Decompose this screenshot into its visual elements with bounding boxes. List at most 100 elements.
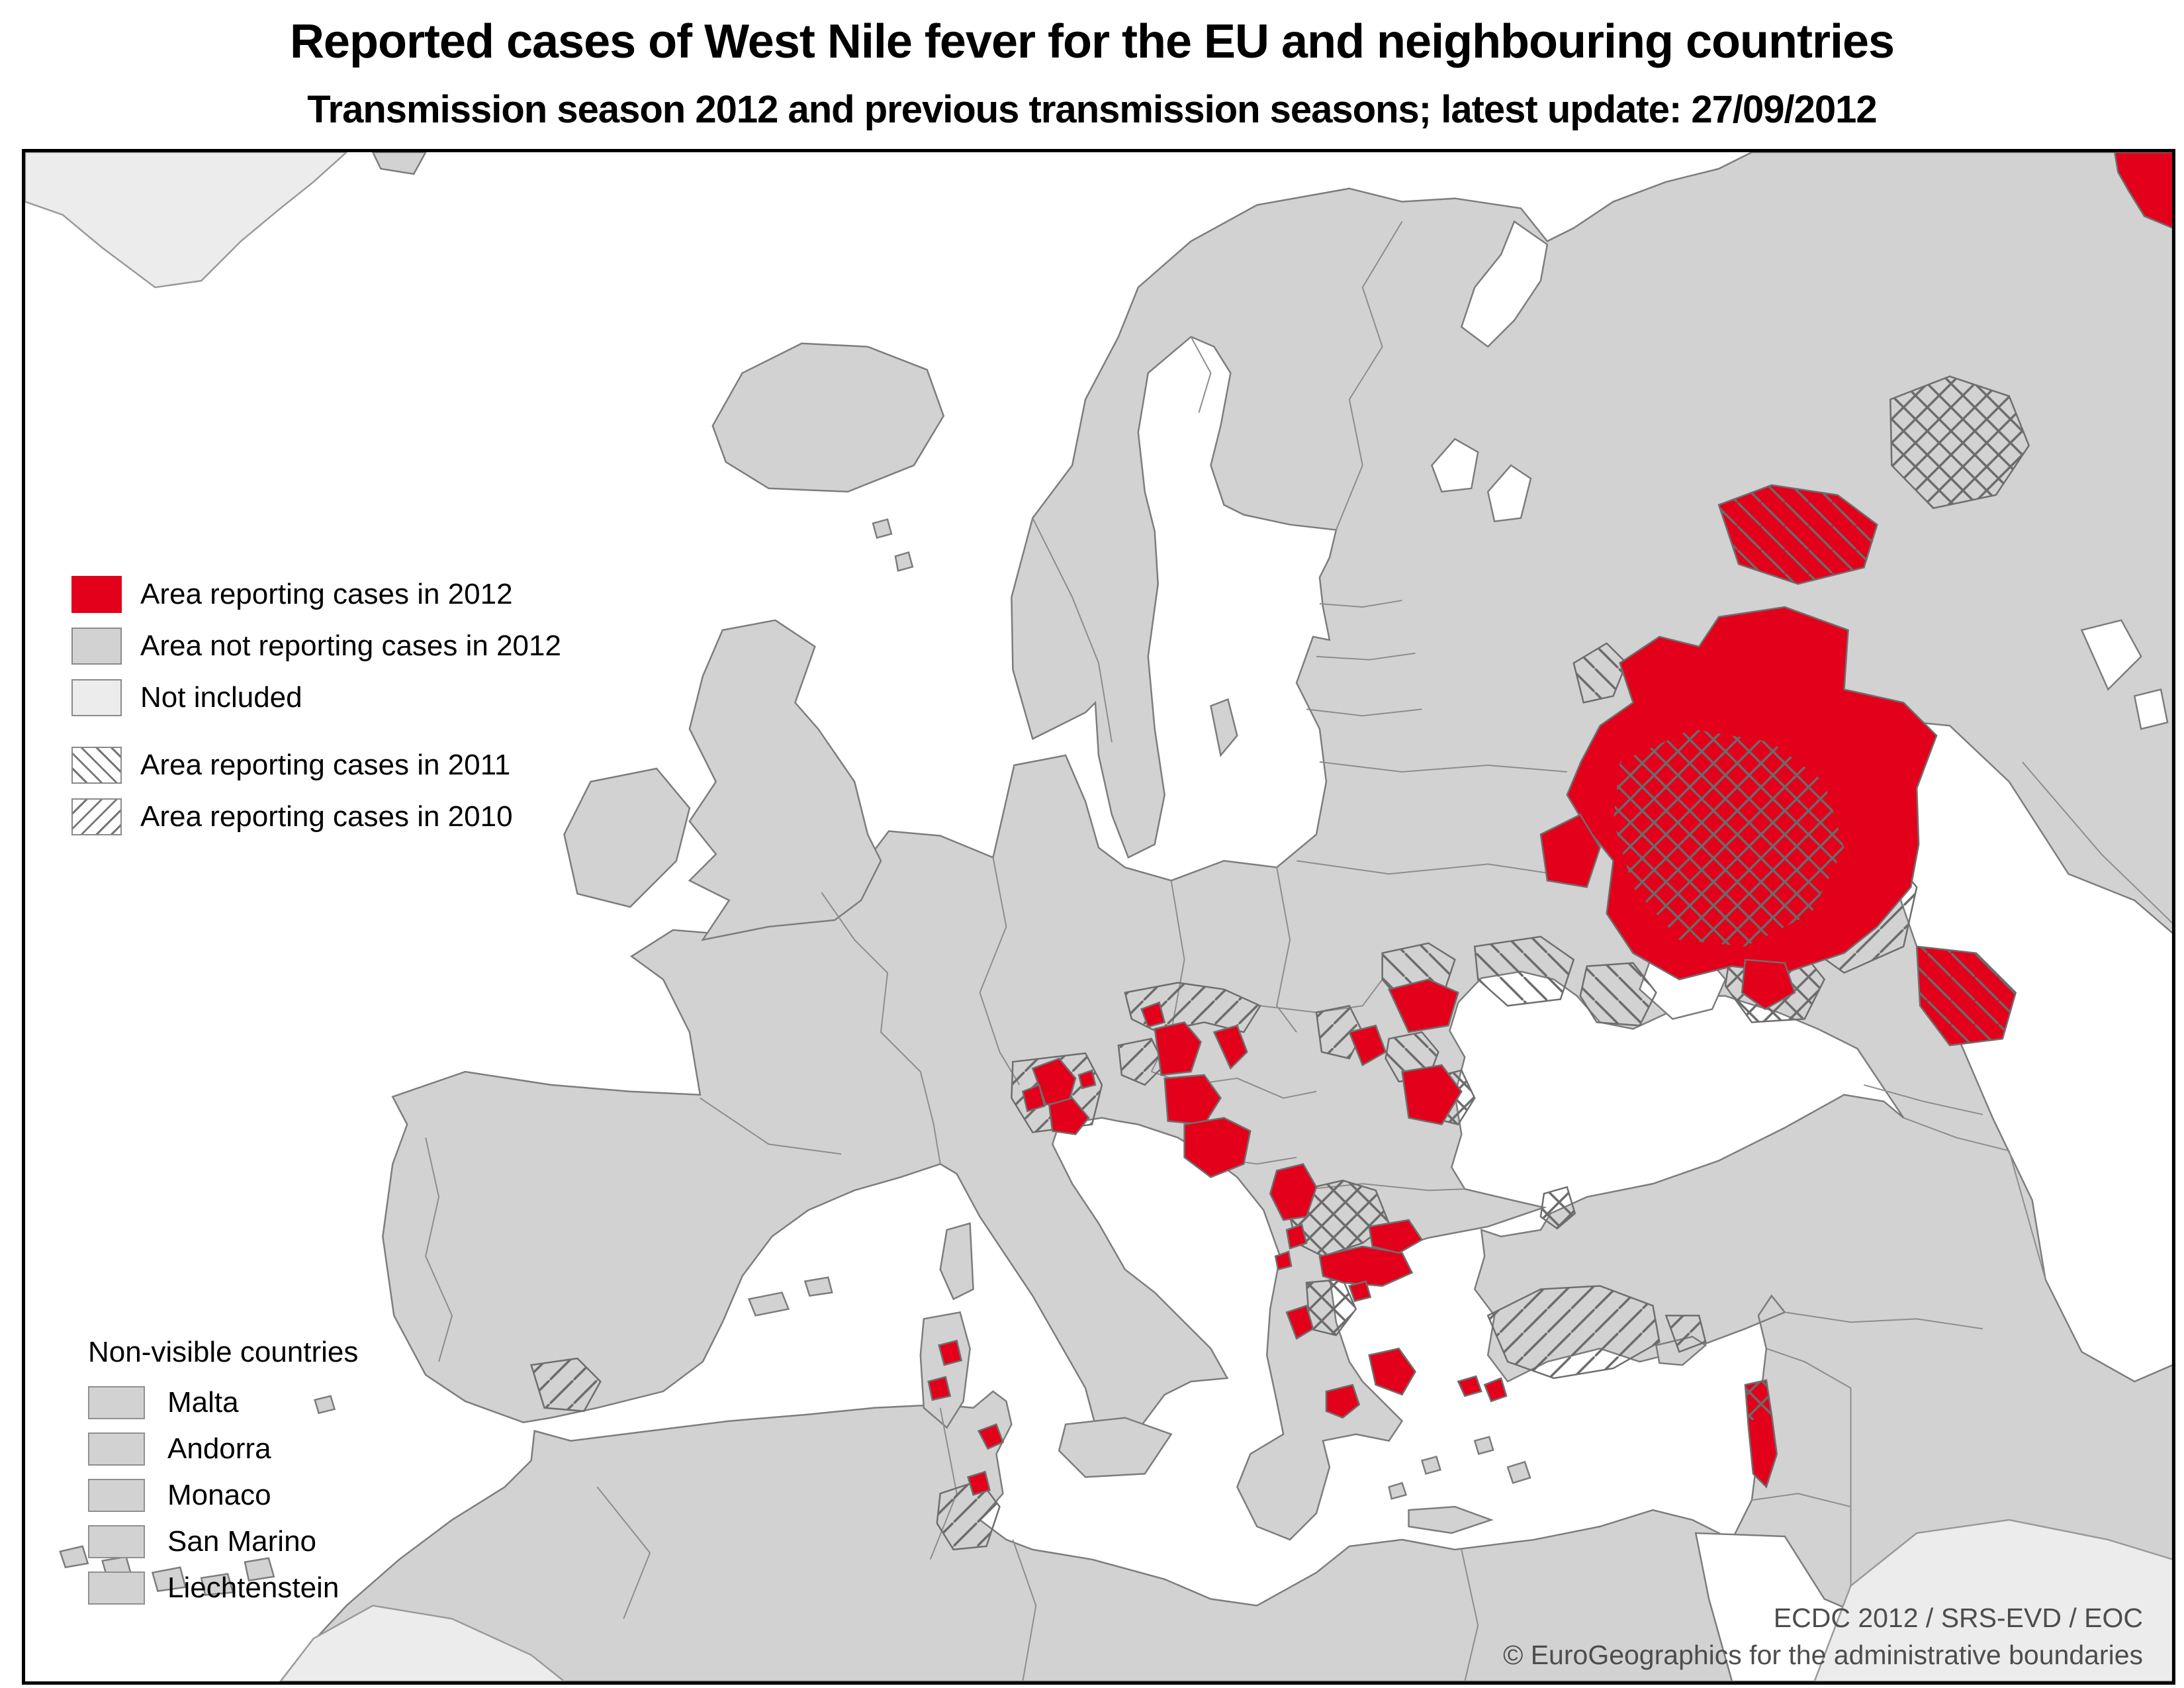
- non-visible-countries: Non-visible countries Malta Andorra Mona…: [88, 1336, 358, 1618]
- map-frame: Area reporting cases in 2012 Area not re…: [22, 149, 2175, 1685]
- legend-label-2010: Area reporting cases in 2010: [140, 800, 513, 833]
- area-2012-izmir: [1483, 1377, 1508, 1403]
- area-2012-hungary-4: [1140, 1001, 1166, 1028]
- area-2012-albania-dot: [1274, 1250, 1293, 1271]
- sicily: [1058, 1417, 1173, 1478]
- area-2010-2011-russia-ne: [1889, 375, 2030, 510]
- canary-3: [151, 1566, 187, 1592]
- balearic-1: [747, 1291, 790, 1317]
- non-visible-label-liechtenstein: Liechtenstein: [167, 1571, 340, 1604]
- arctic-island: [371, 152, 427, 175]
- area-2012-romania-s: [1401, 1064, 1463, 1126]
- western-sahara: [279, 1605, 566, 1681]
- non-visible-label-san-marino: San Marino: [167, 1525, 317, 1558]
- rhodes: [1506, 1460, 1531, 1484]
- area-2012-serbia: [1183, 1117, 1251, 1178]
- area-2010-2011-istanbul: [1539, 1186, 1576, 1230]
- europe-map: [25, 152, 2172, 1681]
- legend-row-2010: Area reporting cases in 2010: [71, 798, 561, 835]
- area-2012-sardinia-2: [927, 1376, 952, 1401]
- area-2012-thrace: [1368, 1219, 1424, 1254]
- legend-row-2011: Area reporting cases in 2011: [71, 747, 561, 784]
- area-2010-hungary-west: [1117, 1037, 1166, 1086]
- area-2010-spain-south: [530, 1357, 602, 1413]
- non-visible-swatch-malta: [88, 1386, 145, 1419]
- legend-label-not-included: Not included: [140, 681, 302, 714]
- aegean-island-2: [1388, 1481, 1408, 1500]
- page-subtitle: Transmission season 2012 and previous tr…: [307, 88, 1877, 131]
- non-visible-swatch-liechtenstein: [88, 1571, 145, 1605]
- legend-row-not-included: Not included: [71, 679, 561, 716]
- non-visible-row-monaco: Monaco: [88, 1479, 358, 1512]
- area-2012-veneto-2: [1048, 1097, 1090, 1135]
- area-2012-kuban-core: [1741, 959, 1796, 1010]
- attribution-copyright: © EuroGeographics for the administrative…: [1503, 1640, 2143, 1670]
- arabia: [1813, 1519, 2172, 1681]
- ireland: [563, 767, 691, 908]
- area-2011-dnipro: [1579, 962, 1657, 1027]
- area-2011-west-russia: [1572, 642, 1628, 704]
- legend-row-2012: Area reporting cases in 2012: [71, 576, 561, 613]
- non-visible-label-malta: Malta: [167, 1386, 239, 1419]
- legend-label-2012: Area reporting cases in 2012: [140, 578, 513, 610]
- legend-label-not-reporting: Area not reporting cases in 2012: [140, 630, 561, 662]
- legend-swatch-2010: [71, 798, 122, 835]
- page-title: Reported cases of West Nile fever for th…: [289, 15, 1895, 68]
- area-2012-veneto-4: [1077, 1069, 1097, 1090]
- non-visible-swatch-san-marino: [88, 1525, 145, 1558]
- area-2012-sardinia-1: [938, 1339, 963, 1366]
- area-2012-greece-north: [1318, 1245, 1414, 1287]
- shetland: [894, 551, 914, 572]
- area-2012-thessaly: [1325, 1383, 1361, 1419]
- area-2012-russia-crosshatch: [1613, 729, 1844, 947]
- area-2012-romania-ne: [1387, 978, 1459, 1033]
- area-2012-ne-corner: [2114, 152, 2172, 229]
- area-2012-tunisia-1: [977, 1423, 1005, 1450]
- faroe: [872, 518, 893, 539]
- area-2012-macedonia-dot: [1285, 1223, 1308, 1250]
- non-visible-row-andorra: Andorra: [88, 1432, 358, 1466]
- area-2012-attica: [1368, 1347, 1417, 1396]
- legend-swatch-2011: [71, 747, 122, 784]
- non-visible-label-andorra: Andorra: [167, 1432, 271, 1465]
- attribution-source: ECDC 2012 / SRS-EVD / EOC: [1773, 1603, 2143, 1633]
- legend-swatch-not-included: [71, 679, 122, 716]
- area-2012-hungary-1: [1154, 1021, 1202, 1076]
- madeira: [314, 1395, 336, 1415]
- non-visible-row-san-marino: San Marino: [88, 1525, 358, 1558]
- area-2012-kosovo-macedonia: [1269, 1162, 1318, 1221]
- iceland: [711, 342, 945, 493]
- legend-swatch-2012: [71, 576, 122, 613]
- area-2010-2011-greece-band: [1289, 1179, 1390, 1258]
- legend-row-not-reporting: Area not reporting cases in 2012: [71, 628, 561, 665]
- aegean-island-3: [1473, 1436, 1494, 1456]
- non-visible-swatch-monaco: [88, 1479, 145, 1512]
- area-2012-lesbos: [1457, 1375, 1482, 1397]
- greenland: [25, 152, 348, 289]
- map-legend: Area reporting cases in 2012 Area not re…: [71, 576, 561, 850]
- area-2010-turkey-south: [1664, 1315, 1707, 1353]
- canary-1: [59, 1545, 89, 1569]
- area-2012-veneto-3: [1021, 1084, 1046, 1113]
- legend-label-2011: Area reporting cases in 2011: [140, 749, 511, 781]
- area-2012-hungary-2: [1163, 1074, 1222, 1125]
- lake-onega: [1486, 464, 1532, 522]
- aegean-island-1: [1420, 1455, 1441, 1475]
- mainland: [279, 152, 2172, 1681]
- area-2010-2011-greece-band2: [1305, 1278, 1357, 1336]
- area-2011-kherson: [1473, 935, 1575, 1007]
- white-sea: [1460, 220, 1549, 348]
- canary-4: [200, 1573, 234, 1596]
- great-britain: [688, 619, 882, 941]
- non-visible-countries-title: Non-visible countries: [88, 1336, 359, 1368]
- non-visible-row-malta: Malta: [88, 1386, 358, 1419]
- crete: [1408, 1505, 1494, 1534]
- lake-ladoga: [1431, 438, 1479, 493]
- legend-swatch-not-reporting: [71, 628, 122, 665]
- area-2012-tatarstan: [1717, 484, 1878, 585]
- canary-5: [244, 1557, 275, 1582]
- area-2012-tunisia-2: [967, 1470, 991, 1496]
- ne-lake-2: [2133, 688, 2169, 730]
- area-2012-chalkidiki: [1348, 1280, 1372, 1302]
